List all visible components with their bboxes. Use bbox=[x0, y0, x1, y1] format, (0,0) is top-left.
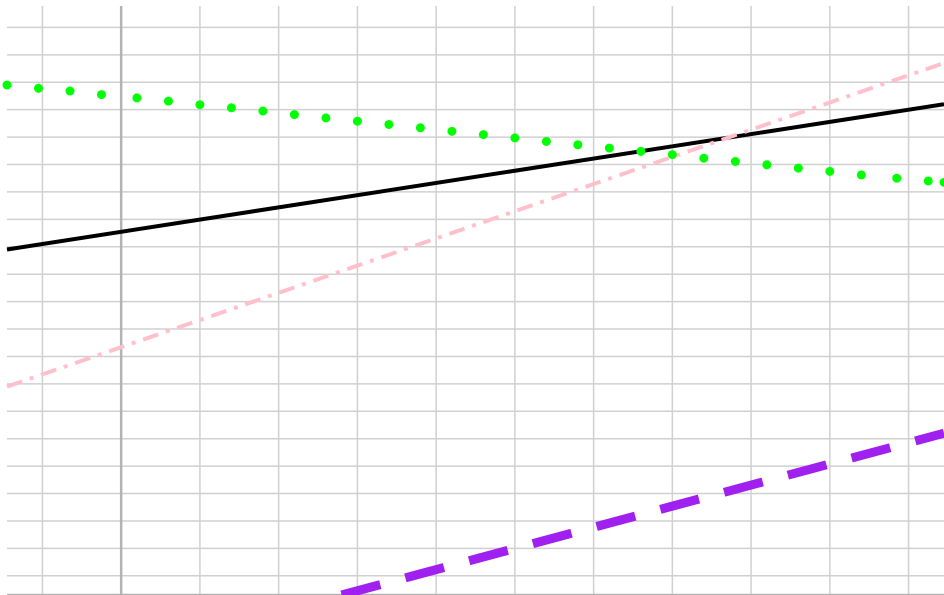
data-point bbox=[923, 176, 933, 186]
data-point bbox=[132, 93, 142, 103]
data-point bbox=[2, 80, 12, 90]
data-point bbox=[939, 177, 944, 187]
data-point bbox=[478, 130, 488, 140]
data-point bbox=[699, 153, 709, 163]
data-point bbox=[65, 86, 75, 96]
data-point bbox=[892, 173, 902, 183]
series-line-dashed-3 bbox=[340, 428, 944, 595]
series-group bbox=[2, 61, 944, 595]
data-point bbox=[195, 100, 205, 110]
data-point bbox=[793, 163, 803, 173]
data-point bbox=[510, 133, 520, 143]
data-point bbox=[258, 106, 268, 116]
data-point bbox=[667, 150, 677, 160]
grid bbox=[7, 6, 944, 595]
data-point bbox=[33, 83, 43, 93]
series-dotted-2 bbox=[2, 80, 944, 187]
data-point bbox=[384, 119, 394, 129]
data-point bbox=[762, 160, 772, 170]
data-point bbox=[730, 157, 740, 166]
data-point bbox=[573, 140, 583, 150]
data-point bbox=[321, 113, 331, 123]
data-point bbox=[604, 143, 614, 153]
data-point bbox=[415, 123, 425, 133]
data-point bbox=[447, 126, 457, 136]
data-point bbox=[825, 166, 835, 176]
data-point bbox=[636, 146, 646, 156]
data-point bbox=[226, 103, 236, 113]
data-point bbox=[856, 170, 866, 180]
data-point bbox=[541, 136, 551, 146]
series-line-solid-0 bbox=[6, 102, 944, 252]
data-point bbox=[163, 96, 173, 106]
data-point bbox=[352, 116, 362, 126]
data-point bbox=[96, 90, 106, 100]
axes bbox=[7, 6, 944, 595]
series-line-dashdot-1 bbox=[6, 61, 944, 389]
data-point bbox=[289, 110, 299, 120]
